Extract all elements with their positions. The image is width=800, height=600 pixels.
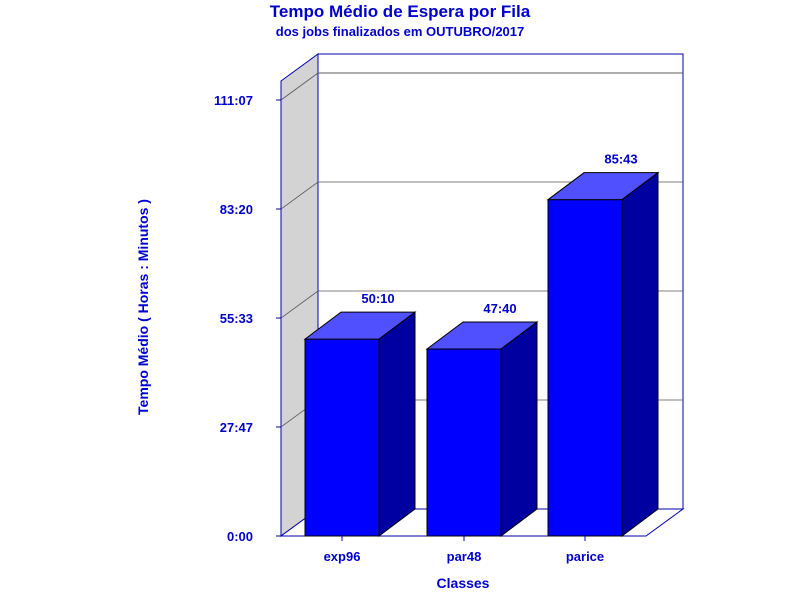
y-axis-label: Tempo Médio ( Horas : Minutos ): [135, 199, 151, 415]
bars: 50:10 47:40 85:43: [303, 152, 660, 537]
y-tick-label: 0:00: [227, 529, 253, 544]
y-axis-ticks: 0:00 27:47 55:33 83:20 111:07: [214, 93, 281, 544]
chart-subtitle: dos jobs finalizados em OUTUBRO/2017: [276, 24, 525, 39]
bar-side: [378, 311, 416, 537]
bar-side: [500, 320, 538, 537]
chart-title: Tempo Médio de Espera por Fila: [270, 2, 531, 21]
bar-front: [547, 199, 623, 537]
y-tick-label: 111:07: [214, 93, 253, 108]
bar-parice: [546, 171, 660, 537]
y-tick-label: 55:33: [220, 311, 253, 326]
x-tick-label: parice: [566, 549, 604, 564]
data-label: 50:10: [361, 291, 394, 306]
x-axis-ticks: exp96 par48 parice: [324, 536, 604, 564]
data-label: 47:40: [483, 301, 516, 316]
x-tick-label: par48: [447, 549, 482, 564]
x-axis-label: Classes: [437, 575, 490, 591]
data-label: 85:43: [604, 152, 637, 167]
y-tick-label: 83:20: [220, 202, 253, 217]
x-tick-label: exp96: [324, 549, 361, 564]
bar-front: [426, 348, 502, 537]
bar-exp96: [303, 311, 417, 537]
bar-side: [621, 171, 659, 537]
gridline: [280, 181, 683, 210]
bar-par48: [425, 320, 539, 537]
bar-front: [304, 338, 380, 537]
y-tick-label: 27:47: [220, 420, 253, 435]
